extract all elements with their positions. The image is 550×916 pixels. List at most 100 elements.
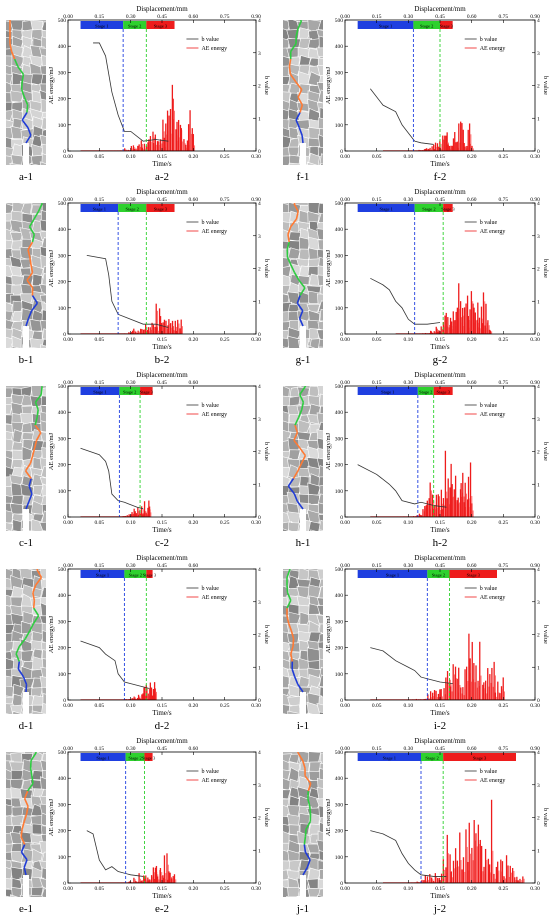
crack-segment bbox=[294, 417, 300, 426]
ae-bar bbox=[498, 692, 500, 700]
crack-segment bbox=[28, 226, 35, 235]
ae-bar bbox=[490, 682, 492, 700]
x-tick-label: 0.10 bbox=[126, 703, 136, 709]
y-tick-label: 0 bbox=[63, 149, 66, 155]
x-tick-label: 0.10 bbox=[126, 886, 136, 892]
stage-bar-2 bbox=[125, 753, 145, 761]
crack-segment bbox=[290, 218, 298, 228]
ae-bar bbox=[168, 115, 170, 151]
x-axis-label: Time/s bbox=[430, 709, 449, 717]
ae-bar bbox=[168, 871, 170, 883]
legend-b-label: b value bbox=[201, 403, 219, 409]
ae-bar bbox=[445, 867, 447, 883]
ae-bar bbox=[160, 139, 162, 151]
ae-bar bbox=[155, 303, 157, 334]
ae-bar bbox=[490, 799, 493, 883]
ae-bar bbox=[517, 880, 519, 883]
ae-bar bbox=[427, 148, 429, 151]
top-tick-label: 0.90 bbox=[530, 380, 540, 386]
x-tick-label: 0.25 bbox=[220, 703, 230, 709]
ae-bar bbox=[462, 472, 464, 517]
ae-bar bbox=[446, 671, 449, 700]
ae-bar bbox=[151, 322, 153, 334]
crack-segment bbox=[22, 676, 28, 685]
crack-segment bbox=[13, 58, 19, 67]
y-tick-label: 100 bbox=[58, 672, 67, 678]
crack-segment bbox=[20, 89, 26, 98]
ae-bar bbox=[173, 874, 176, 883]
ae-bar bbox=[454, 868, 456, 883]
chart-i: Stage 1 Stage 2 Stage 3 0.00 0.05 0.10 0.15 0.2… bbox=[325, 554, 549, 717]
ae-bar bbox=[158, 308, 161, 334]
ae-bar bbox=[150, 875, 153, 883]
ae-bar bbox=[514, 877, 516, 883]
b-tick-label: 0 bbox=[258, 515, 261, 521]
ae-bar bbox=[174, 320, 176, 334]
x-tick-label: 0.05 bbox=[372, 154, 382, 160]
stage-bar-3 bbox=[443, 204, 453, 212]
b-value-line bbox=[370, 88, 434, 145]
ae-bar bbox=[494, 878, 496, 883]
crack-segment bbox=[287, 226, 292, 235]
pattern-label: g-1 bbox=[296, 354, 311, 366]
ae-bar bbox=[449, 317, 452, 334]
crack-segment bbox=[28, 485, 33, 495]
ae-bar bbox=[470, 134, 472, 151]
crack-segment bbox=[293, 272, 300, 281]
ae-bar bbox=[167, 325, 169, 334]
x-tick-label: 0.05 bbox=[372, 886, 382, 892]
ae-bar bbox=[165, 320, 167, 334]
ae-bar bbox=[140, 140, 142, 151]
y-tick-label: 200 bbox=[58, 280, 67, 286]
ae-bar bbox=[428, 698, 430, 700]
ae-bar bbox=[133, 148, 136, 151]
ae-bar bbox=[161, 872, 163, 883]
ae-bar bbox=[467, 129, 469, 151]
crack-segment bbox=[20, 836, 26, 845]
ae-bar bbox=[125, 149, 127, 151]
b-tick-label: 3 bbox=[258, 783, 261, 789]
top-tick-label: 0.45 bbox=[435, 563, 445, 569]
x-tick-label: 0.20 bbox=[189, 886, 199, 892]
top-tick-label: 0.15 bbox=[95, 746, 105, 752]
ae-bar bbox=[132, 145, 135, 151]
x-tick-label: 0.15 bbox=[157, 520, 167, 526]
top-tick-label: 0.30 bbox=[404, 14, 414, 20]
crack-segment bbox=[289, 555, 290, 563]
stage-label-2: Stage 2 bbox=[123, 390, 136, 395]
y-tick-label: 300 bbox=[335, 70, 344, 76]
crack-segment bbox=[293, 203, 296, 205]
ae-bar bbox=[134, 330, 136, 334]
ae-bar bbox=[173, 330, 175, 334]
top-tick-label: 0.90 bbox=[530, 14, 540, 20]
crack-segment bbox=[26, 782, 34, 792]
b-tick-label: 0 bbox=[537, 149, 540, 155]
ae-bar bbox=[138, 144, 140, 151]
x-tick-label: 0.30 bbox=[530, 703, 540, 709]
y-tick-label: 500 bbox=[335, 201, 344, 207]
b-value-line bbox=[93, 42, 169, 142]
ae-bar bbox=[135, 148, 137, 151]
b-tick-label: 4 bbox=[537, 750, 540, 756]
b-tick-label: 0 bbox=[258, 881, 261, 887]
stage-bar-3 bbox=[140, 387, 153, 395]
ae-bar bbox=[431, 877, 433, 883]
x-tick-label: 0.15 bbox=[157, 886, 167, 892]
ae-bar bbox=[131, 330, 134, 334]
ae-bar bbox=[191, 128, 193, 151]
ae-bar bbox=[124, 148, 126, 151]
b-value-line bbox=[370, 277, 441, 325]
crack-segment bbox=[301, 760, 306, 769]
ae-bar bbox=[457, 497, 459, 517]
stage-label-1: Stage 1 bbox=[379, 207, 392, 212]
crack-pattern-image bbox=[6, 569, 46, 714]
ae-bar bbox=[488, 686, 490, 700]
ae-bar bbox=[162, 875, 164, 883]
ae-bar bbox=[149, 327, 151, 334]
legend-ae-label: AE energy bbox=[480, 412, 506, 418]
ae-bar bbox=[160, 323, 163, 334]
crack-segment bbox=[286, 256, 292, 266]
legend-b-label: b value bbox=[201, 37, 219, 43]
crack-segment bbox=[28, 218, 35, 228]
b-tick-label: 3 bbox=[537, 417, 540, 423]
